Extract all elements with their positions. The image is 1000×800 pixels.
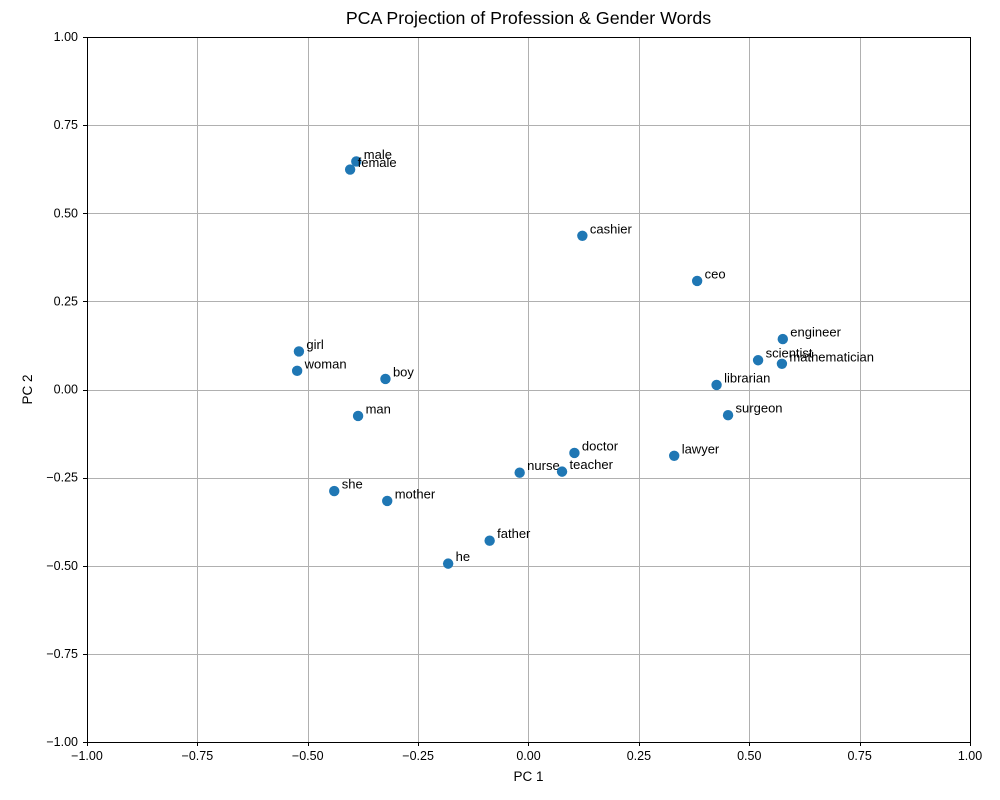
svg-text:−0.75: −0.75 <box>182 749 214 763</box>
svg-text:−1.00: −1.00 <box>46 735 78 749</box>
svg-text:0.25: 0.25 <box>627 749 651 763</box>
svg-text:0.75: 0.75 <box>847 749 871 763</box>
svg-text:he: he <box>456 549 470 564</box>
svg-text:doctor: doctor <box>582 438 619 453</box>
svg-text:librarian: librarian <box>724 370 770 385</box>
svg-text:0.00: 0.00 <box>516 749 540 763</box>
svg-text:female: female <box>358 155 397 170</box>
svg-text:1.00: 1.00 <box>958 749 982 763</box>
svg-text:father: father <box>497 526 531 541</box>
svg-text:teacher: teacher <box>570 457 614 472</box>
svg-text:0.50: 0.50 <box>54 206 78 220</box>
svg-text:−0.50: −0.50 <box>46 559 78 573</box>
svg-text:−0.25: −0.25 <box>402 749 434 763</box>
svg-text:cashier: cashier <box>590 221 633 236</box>
svg-text:−1.00: −1.00 <box>71 749 103 763</box>
svg-text:surgeon: surgeon <box>736 401 783 416</box>
svg-text:−0.75: −0.75 <box>46 647 78 661</box>
svg-text:engineer: engineer <box>790 325 841 340</box>
svg-text:she: she <box>342 477 363 492</box>
svg-text:PCA Projection of Profession &: PCA Projection of Profession & Gender Wo… <box>346 8 711 28</box>
svg-text:0.75: 0.75 <box>54 118 78 132</box>
svg-text:PC 1: PC 1 <box>513 769 543 784</box>
svg-text:lawyer: lawyer <box>682 441 720 456</box>
svg-text:−0.25: −0.25 <box>46 471 78 485</box>
svg-text:0.25: 0.25 <box>54 294 78 308</box>
svg-text:0.00: 0.00 <box>54 383 78 397</box>
svg-text:boy: boy <box>393 364 414 379</box>
svg-text:man: man <box>366 401 391 416</box>
svg-text:mathematician: mathematician <box>789 349 874 364</box>
svg-text:nurse: nurse <box>527 458 560 473</box>
svg-text:0.50: 0.50 <box>737 749 761 763</box>
svg-text:1.00: 1.00 <box>54 30 78 44</box>
svg-text:mother: mother <box>395 486 436 501</box>
svg-text:PC 2: PC 2 <box>20 374 35 404</box>
svg-text:woman: woman <box>304 356 347 371</box>
svg-text:−0.50: −0.50 <box>292 749 324 763</box>
svg-text:girl: girl <box>306 337 323 352</box>
svg-text:ceo: ceo <box>705 266 726 281</box>
